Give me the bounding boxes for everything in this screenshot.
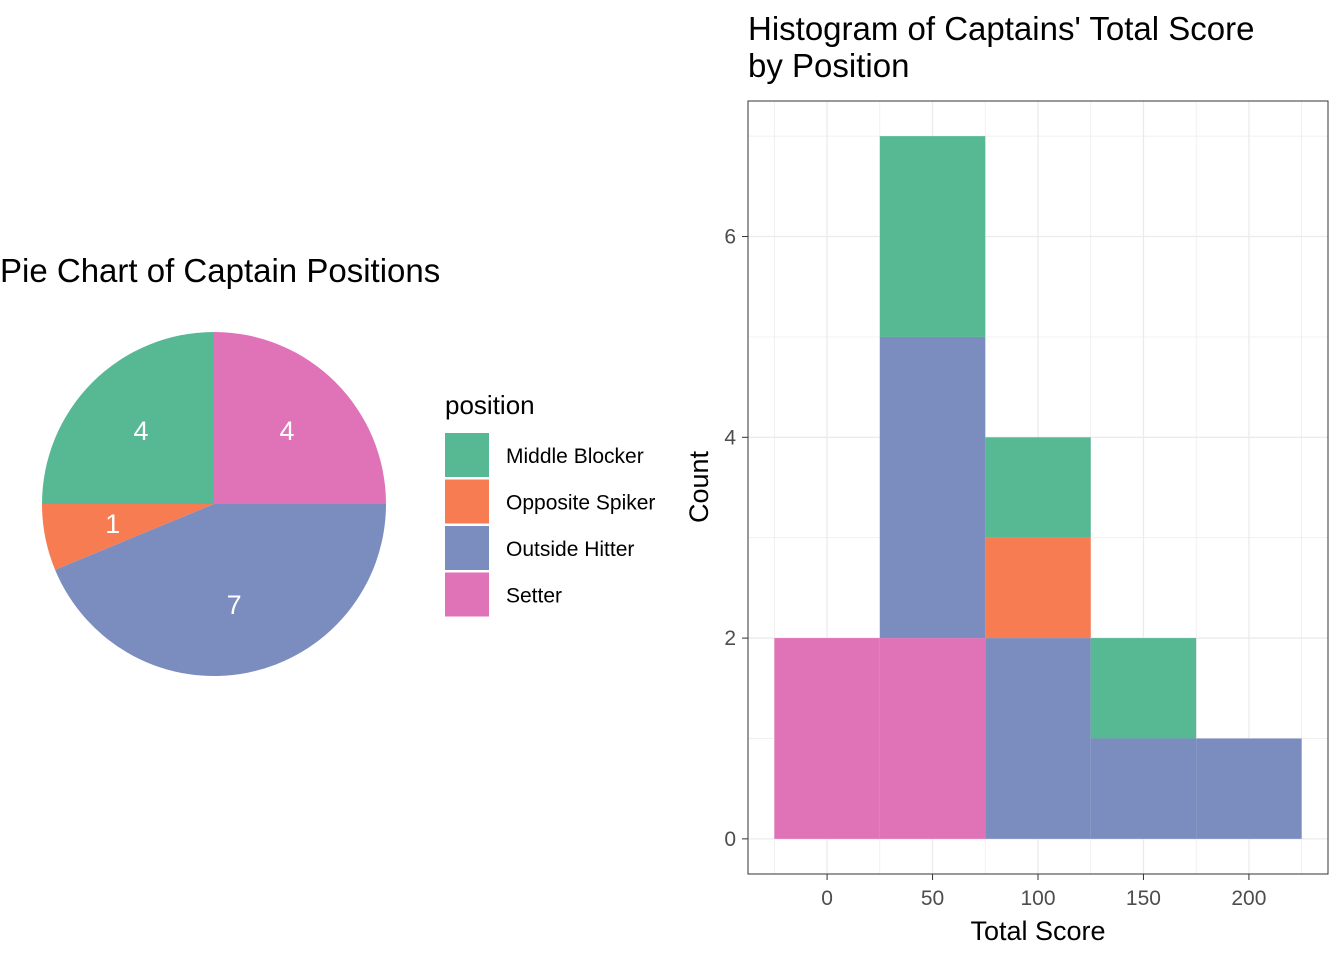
x-tick-label: 0 — [821, 887, 833, 910]
pie-slice-label-middle-blocker: 4 — [133, 416, 148, 446]
histogram-bar-bin3-outside-hitter — [1090, 738, 1197, 839]
legend: position Middle Blocker Opposite Spiker Ou… — [445, 390, 655, 617]
pie-slice-label-opposite-spiker: 1 — [105, 509, 120, 539]
pie-slice-setter — [214, 332, 386, 504]
legend-key-outside-hitter — [445, 526, 489, 570]
histogram-bar-bin4-outside-hitter — [1196, 738, 1302, 839]
legend-key-middle-blocker — [445, 433, 489, 477]
legend-key-setter — [445, 572, 489, 617]
histogram-x-axis-title: Total Score — [970, 916, 1105, 946]
pie-chart-title: Pie Chart of Captain Positions — [0, 252, 440, 289]
histogram-bar-bin2-opposite-spiker — [985, 537, 1091, 639]
legend-label-opposite-spiker: Opposite Spiker — [506, 492, 655, 515]
x-tick-label: 200 — [1231, 887, 1266, 910]
y-tick-label: 0 — [724, 828, 736, 851]
pie-slices — [42, 332, 387, 677]
histogram-bar-bin2-outside-hitter — [985, 638, 1091, 839]
pie-slice-label-setter: 4 — [279, 416, 294, 446]
legend-label-middle-blocker: Middle Blocker — [506, 445, 644, 468]
histogram-y-axis-title: Count — [684, 450, 714, 523]
legend-key-opposite-spiker — [445, 479, 489, 524]
histogram-bar-bin1-setter — [879, 638, 986, 839]
y-tick-label: 6 — [724, 226, 736, 249]
x-tick-label: 50 — [921, 887, 944, 910]
y-tick-label: 4 — [724, 426, 736, 449]
legend-label-setter: Setter — [506, 585, 562, 608]
legend-label-outside-hitter: Outside Hitter — [506, 538, 634, 561]
x-tick-label: 100 — [1020, 887, 1055, 910]
histogram-title-line-2: by Position — [748, 47, 909, 84]
histogram-bar-bin0-setter — [774, 638, 880, 839]
pie-slice-outside-hitter — [55, 504, 387, 677]
legend-items: Middle Blocker Opposite Spiker Outside Hit… — [445, 433, 655, 617]
pie-slice-label-outside-hitter: 7 — [227, 590, 242, 620]
pie-slice-middle-blocker — [42, 332, 214, 504]
histogram-bars — [774, 136, 1302, 839]
histogram-bar-bin1-outside-hitter — [879, 336, 986, 639]
pie-chart: Pie Chart of Captain Positions 4 1 7 4 — [0, 252, 440, 677]
histogram-bar-bin3-middle-blocker — [1090, 638, 1197, 739]
pie-slice-opposite-spiker — [42, 504, 214, 570]
histogram-title-line-1: Histogram of Captains' Total Score — [748, 10, 1254, 47]
histogram-bar-bin2-middle-blocker — [985, 437, 1091, 538]
histogram-bar-bin1-middle-blocker — [879, 136, 986, 337]
histogram-chart: Histogram of Captains' Total Score by Po… — [684, 10, 1329, 946]
y-tick-label: 2 — [724, 627, 736, 650]
legend-title: position — [445, 390, 535, 420]
histogram-ticks: 0 50 100 150 200 0 2 4 6 — [724, 226, 1266, 910]
pie-slice-labels: 4 1 7 4 — [105, 416, 294, 620]
x-tick-label: 150 — [1126, 887, 1161, 910]
